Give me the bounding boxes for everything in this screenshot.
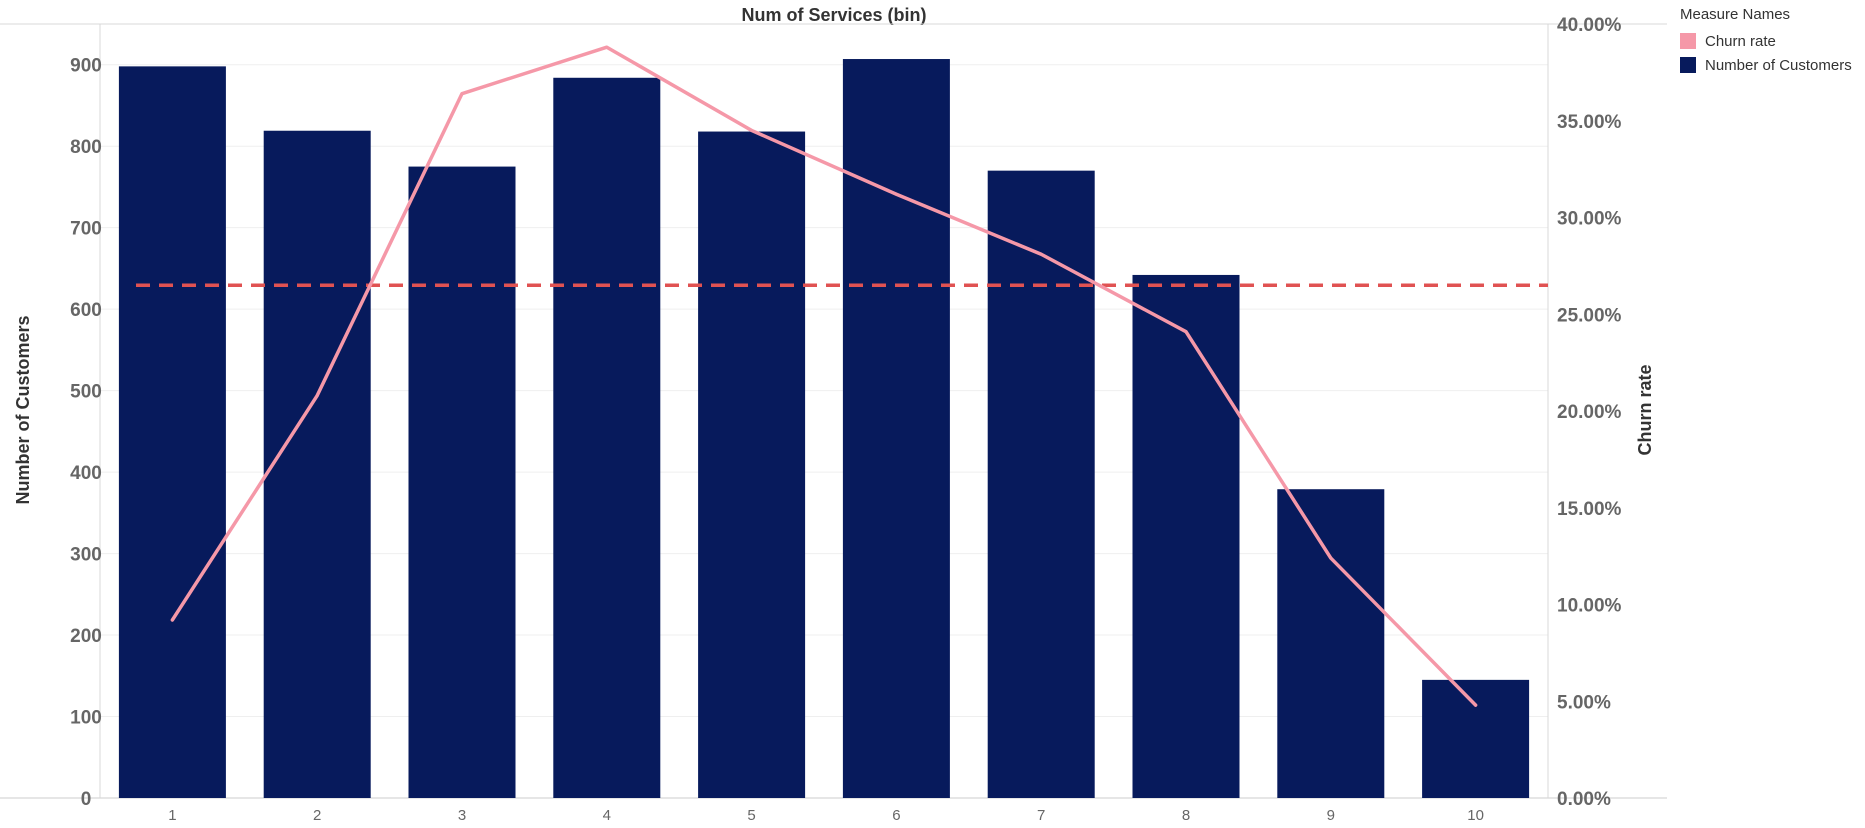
y-tick-left: 0: [81, 789, 92, 810]
x-tick: 6: [892, 807, 900, 824]
bar-7: [987, 170, 1095, 798]
x-tick: 2: [313, 807, 321, 824]
y-tick-right: 25.00%: [1557, 305, 1622, 326]
y-tick-left: 900: [70, 56, 102, 77]
y-axis-label-right: Churn rate: [1635, 364, 1655, 455]
y-tick-left: 400: [70, 463, 102, 484]
bar-6: [842, 59, 950, 798]
bar-3: [408, 166, 516, 798]
chart-title: Num of Services (bin): [741, 5, 926, 25]
y-axis-label-left: Number of Customers: [13, 315, 33, 504]
bar-10: [1422, 679, 1530, 798]
x-tick: 4: [603, 807, 611, 824]
legend-item-churn-rate[interactable]: Churn rate: [1680, 29, 1852, 53]
x-tick: 9: [1327, 807, 1335, 824]
bar-1: [118, 66, 226, 798]
x-tick: 5: [747, 807, 755, 824]
x-axis-ticks: 1 2 3 4 5 6 7 8 9 10: [168, 807, 1484, 824]
y-tick-right: 30.00%: [1557, 209, 1622, 230]
y-tick-right: 40.00%: [1557, 15, 1622, 36]
y-tick-right: 20.00%: [1557, 402, 1622, 423]
legend-swatch-churn-rate: [1680, 33, 1696, 49]
y-tick-left: 300: [70, 545, 102, 566]
legend: Measure Names Churn rate Number of Custo…: [1680, 6, 1852, 77]
y-tick-left: 500: [70, 382, 102, 403]
churn-rate-point-8: [1184, 330, 1188, 334]
x-tick: 7: [1037, 807, 1045, 824]
x-tick: 1: [168, 807, 176, 824]
churn-rate-point-1: [170, 618, 174, 622]
legend-label-number-of-customers: Number of Customers: [1705, 56, 1852, 74]
line-churn-rate: [170, 45, 1478, 707]
y-tick-left: 700: [70, 219, 102, 240]
bar-9: [1277, 489, 1385, 798]
x-tick: 10: [1467, 807, 1484, 824]
churn-rate-line: [170, 45, 1478, 707]
y-tick-left: 100: [70, 708, 102, 729]
y-tick-left: 600: [70, 300, 102, 321]
churn-rate-point-10: [1474, 703, 1478, 707]
churn-rate-point-4: [605, 45, 609, 49]
legend-item-number-of-customers[interactable]: Number of Customers: [1680, 53, 1852, 77]
bars-number-of-customers: [118, 59, 1530, 798]
legend-title: Measure Names: [1680, 6, 1791, 23]
bar-4: [553, 77, 661, 798]
churn-rate-point-6: [894, 192, 898, 196]
bar-5: [698, 131, 806, 798]
y-axis-ticks-right: 0.00% 5.00% 10.00% 15.00% 20.00% 25.00% 30.00%…: [1557, 15, 1622, 810]
churn-rate-point-9: [1329, 556, 1333, 560]
churn-rate-point-2: [315, 394, 319, 398]
y-axis-ticks-left: 0 100 200 300 400 500 600 700 800 900: [70, 56, 102, 810]
x-tick: 8: [1182, 807, 1190, 824]
legend-label-churn-rate: Churn rate: [1705, 32, 1776, 50]
y-tick-right: 0.00%: [1557, 789, 1611, 810]
y-tick-left: 800: [70, 137, 102, 158]
y-tick-right: 35.00%: [1557, 112, 1622, 133]
y-tick-right: 15.00%: [1557, 499, 1622, 520]
bar-2: [263, 130, 371, 798]
y-tick-right: 10.00%: [1557, 596, 1622, 617]
churn-rate-point-5: [750, 128, 754, 132]
churn-rate-point-3: [460, 92, 464, 96]
churn-rate-point-7: [1039, 252, 1043, 256]
legend-swatch-number-of-customers: [1680, 57, 1696, 73]
plot-frame: [0, 23, 1667, 799]
x-tick: 3: [458, 807, 466, 824]
bar-8: [1132, 274, 1240, 798]
y-tick-right: 5.00%: [1557, 692, 1611, 713]
y-tick-left: 200: [70, 626, 102, 647]
